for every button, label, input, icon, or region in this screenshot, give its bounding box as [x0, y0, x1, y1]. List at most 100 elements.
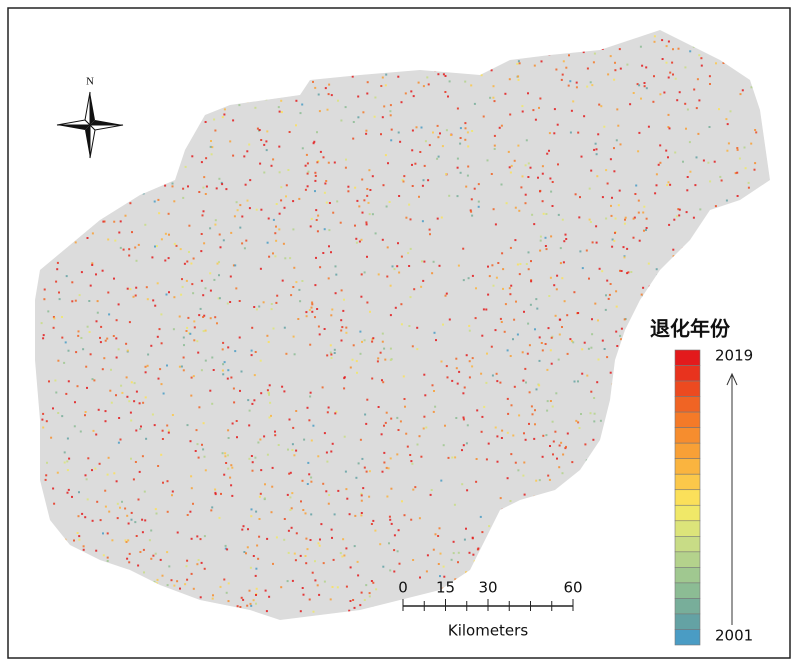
pixel	[566, 314, 569, 317]
pixel	[295, 449, 298, 452]
pixel	[388, 201, 391, 203]
pixel	[214, 488, 217, 491]
pixel	[693, 88, 696, 91]
pixel	[738, 157, 741, 160]
pixel	[431, 272, 434, 275]
pixel	[302, 593, 305, 596]
pixel	[221, 452, 224, 455]
pixel	[223, 113, 226, 116]
pixel	[506, 397, 509, 400]
pixel	[343, 387, 346, 390]
pixel	[481, 334, 484, 337]
pixel	[556, 274, 559, 277]
pixel	[164, 259, 167, 262]
pixel	[387, 162, 389, 165]
pixel	[514, 461, 517, 464]
pixel	[82, 545, 85, 548]
pixel	[600, 105, 603, 108]
pixel	[571, 340, 573, 343]
pixel	[95, 273, 97, 276]
pixel	[266, 537, 269, 540]
pixel	[389, 347, 392, 350]
pixel	[106, 473, 109, 476]
pixel	[287, 551, 290, 554]
pixel	[367, 201, 370, 204]
pixel	[675, 215, 678, 218]
pixel	[138, 402, 141, 405]
pixel	[225, 591, 228, 594]
pixel	[653, 35, 656, 38]
pixel	[254, 456, 257, 459]
pixel	[214, 316, 217, 319]
pixel	[227, 437, 230, 439]
pixel	[557, 163, 559, 166]
pixel	[86, 325, 89, 328]
pixel	[678, 91, 681, 94]
pixel	[278, 212, 281, 215]
pixel	[562, 453, 565, 456]
pixel	[465, 527, 467, 530]
pixel	[124, 214, 127, 217]
pixel	[160, 313, 163, 316]
pixel	[456, 195, 459, 198]
pixel	[479, 515, 482, 518]
pixel	[382, 565, 385, 568]
pixel	[366, 188, 369, 190]
pixel	[140, 425, 142, 428]
pixel	[459, 137, 462, 139]
pixel	[386, 246, 389, 249]
pixel	[305, 153, 308, 156]
pixel	[442, 323, 444, 326]
pixel	[293, 266, 296, 269]
pixel	[274, 232, 277, 235]
pixel	[385, 73, 388, 76]
pixel	[78, 538, 81, 541]
pixel	[219, 246, 222, 249]
pixel	[317, 93, 320, 96]
pixel	[171, 490, 174, 493]
pixel	[353, 545, 356, 548]
pixel	[360, 494, 363, 497]
pixel	[668, 127, 671, 130]
pixel	[480, 372, 483, 375]
pixel	[549, 276, 552, 279]
pixel	[42, 334, 45, 337]
pixel	[71, 495, 73, 498]
pixel	[286, 580, 289, 583]
pixel	[465, 442, 468, 445]
pixel	[91, 232, 94, 235]
pixel	[50, 436, 53, 439]
pixel	[351, 75, 354, 78]
pixel	[102, 532, 104, 535]
pixel	[506, 349, 509, 352]
pixel	[165, 293, 168, 296]
pixel	[596, 175, 599, 178]
pixel	[185, 330, 188, 332]
pixel	[672, 48, 674, 51]
pixel	[330, 94, 333, 97]
pixel	[43, 298, 46, 301]
pixel	[314, 174, 317, 177]
pixel	[345, 158, 347, 161]
pixel	[306, 162, 309, 165]
pixel	[220, 181, 223, 184]
pixel	[606, 182, 609, 185]
pixel	[292, 335, 295, 338]
pixel	[272, 218, 275, 221]
pixel	[299, 300, 302, 303]
pixel	[396, 453, 399, 456]
pixel	[422, 279, 425, 282]
pixel	[309, 395, 312, 398]
pixel	[52, 407, 54, 410]
pixel	[122, 248, 125, 251]
pixel	[144, 223, 147, 226]
pixel	[743, 146, 746, 149]
pixel	[535, 298, 538, 301]
pixel	[326, 108, 329, 111]
pixel	[390, 487, 393, 490]
pixel	[613, 147, 615, 150]
pixel	[331, 586, 334, 588]
pixel	[580, 413, 582, 415]
pixel	[67, 380, 70, 383]
pixel	[560, 441, 563, 444]
